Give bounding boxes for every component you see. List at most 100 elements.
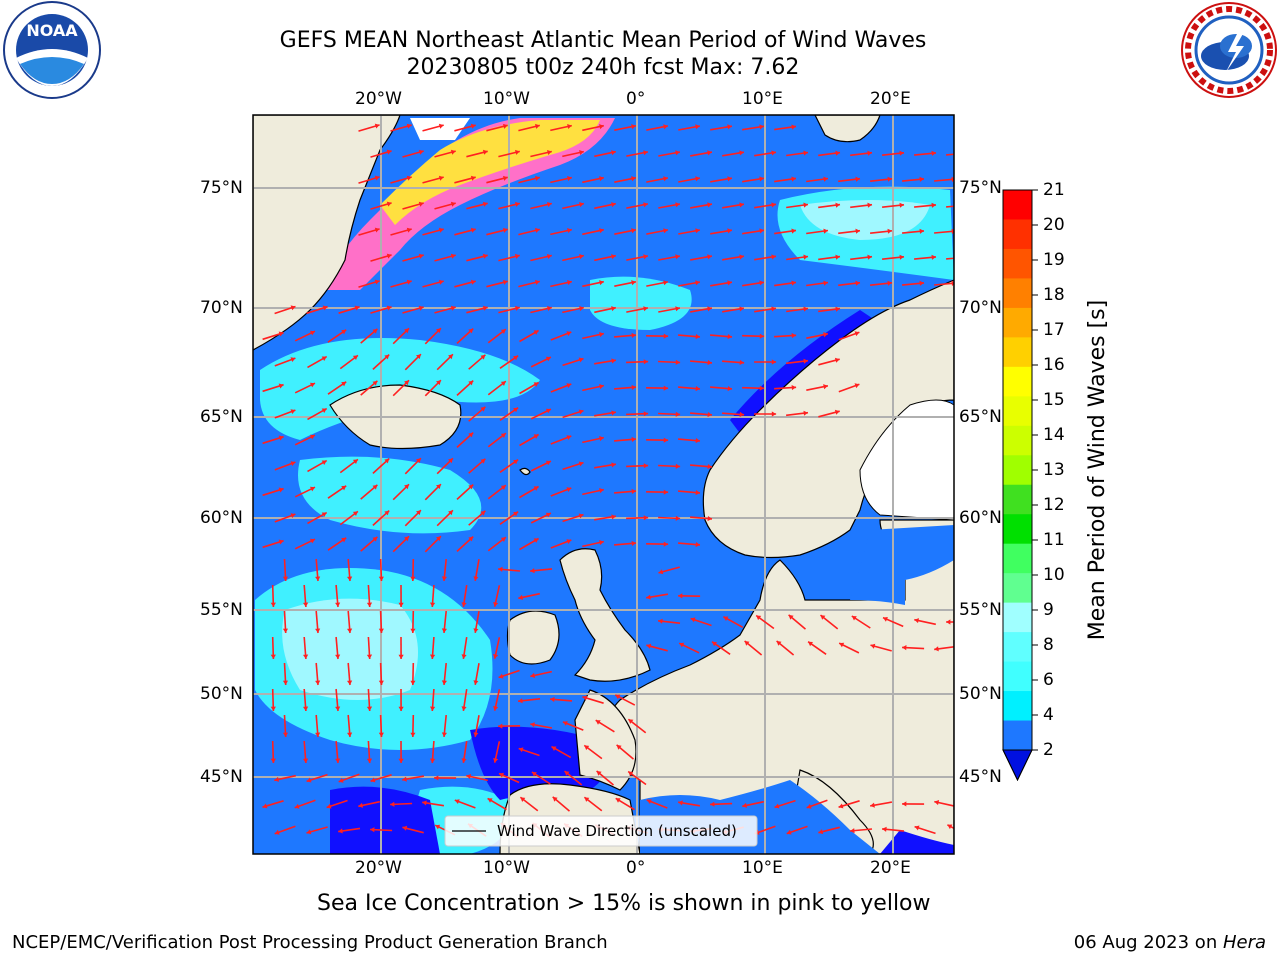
lat-tick-right-75n: 75°N (959, 178, 1002, 198)
lon-tick-bottom-20w: 20°W (355, 858, 402, 878)
colorbar-segment (1003, 632, 1032, 663)
wave-arrow-head (341, 485, 347, 491)
wave-arrow-head (306, 777, 312, 783)
wave-arrow-head (402, 825, 408, 831)
wave-arrow-head (611, 254, 616, 260)
wave-arrow-head (615, 798, 621, 803)
light-cyan-regions (282, 200, 930, 700)
wave-arrow-head (675, 254, 680, 260)
wave-arrow-head (498, 566, 503, 572)
wave-arrow-head (579, 202, 584, 208)
wave-arrow-head (658, 618, 663, 624)
wave-arrow-head (482, 201, 488, 207)
colorbar-tick-label: 10 (1043, 565, 1065, 585)
wave-arrow-head (867, 202, 872, 208)
wave-arrow-head (791, 124, 796, 130)
colorbar-tick-label: 2 (1043, 740, 1054, 760)
wave-arrow-head (461, 758, 467, 763)
wave-arrow-head (450, 201, 456, 207)
legend (444, 815, 758, 847)
wave-arrow-head (756, 615, 762, 621)
wave-arrow-head (384, 510, 390, 516)
wave-arrow-head (643, 359, 649, 365)
wave-arrow-head (646, 594, 651, 600)
wave-arrow-head (851, 616, 857, 621)
wave-arrow-head (278, 383, 284, 389)
wave-arrow-head (599, 124, 604, 130)
wave-arrow-head (774, 803, 780, 809)
wave-arrow-head (579, 254, 584, 260)
wave-arrow-head (919, 176, 924, 182)
wave-arrow-head (631, 540, 636, 546)
wave-arrow-head (611, 306, 616, 312)
sea-ice-caption: Sea Ice Concentration > 15% is shown in … (317, 891, 931, 916)
wave-arrow-head (964, 151, 968, 156)
colorbar-segment (1003, 691, 1032, 722)
wind-wave-arrows (262, 123, 968, 838)
land (253, 115, 954, 854)
wave-arrow-head (595, 720, 601, 725)
wave-arrow-head (321, 408, 327, 413)
wave-arrow-head (493, 654, 499, 659)
colorbar-tick-label: 12 (1043, 495, 1065, 515)
wave-arrow-head (404, 380, 409, 386)
wave-arrow-head (430, 654, 436, 659)
colorbar-tick-label: 21 (1043, 180, 1065, 200)
lat-tick-left-55n: 55°N (200, 600, 243, 620)
wave-arrow-head (776, 641, 782, 646)
wave-arrow-head (310, 538, 315, 544)
wave-arrow-head (870, 802, 875, 808)
wave-arrow-head (416, 458, 421, 464)
wave-arrow-head (406, 227, 412, 233)
wave-arrow-head (482, 305, 488, 311)
wave-arrow-head (631, 280, 636, 286)
wave-arrow-head (838, 803, 844, 809)
wave-arrow-head (695, 124, 700, 130)
wave-arrow-head (518, 747, 524, 753)
wave-arrow-head (338, 828, 343, 834)
wave-arrow-head (370, 777, 376, 783)
chart-subtitle: 20230805 t00z 240h fcst Max: 7.62 (406, 55, 800, 80)
wave-arrow-head (663, 228, 668, 234)
lat-tick-left-65n: 65°N (200, 407, 243, 427)
wave-arrow-head (315, 576, 321, 581)
wave-arrow-head (398, 602, 404, 607)
wave-arrow-head (270, 758, 276, 763)
wave-arrow-head (406, 279, 412, 285)
wave-arrow-head (611, 410, 616, 416)
lat-tick-right-60n: 60°N (959, 508, 1002, 528)
wave-arrow-head (914, 825, 920, 831)
lat-tick-right-55n: 55°N (959, 600, 1002, 620)
wave-arrow-head (919, 280, 924, 286)
wave-arrow-head (803, 254, 808, 260)
wave-arrow-head (378, 680, 384, 685)
wave-arrow-head (551, 746, 557, 751)
wave-arrow-head (466, 774, 472, 780)
wave-arrow-head (695, 438, 700, 444)
wave-arrow-head (727, 124, 732, 130)
footer-host: Hera (1222, 932, 1266, 953)
wave-arrow-head (461, 654, 467, 659)
wave-arrow-head (578, 409, 584, 415)
wave-arrow-head (498, 723, 503, 729)
wave-arrow-head (675, 359, 681, 365)
wave-arrow-head (727, 176, 732, 182)
wave-arrow-head (515, 149, 520, 155)
wave-arrow-head (739, 202, 744, 208)
colorbar-segment (1003, 278, 1032, 309)
colorbar (1002, 189, 1038, 782)
wave-arrow-head (450, 253, 456, 259)
colorbar-segment (1003, 219, 1032, 250)
wave-arrow-head (545, 460, 551, 466)
wave-arrow-head (631, 228, 636, 234)
footer-right: 06 Aug 2023 on Hera (1074, 932, 1266, 954)
wave-arrow-head (854, 331, 860, 337)
wave-arrow-head (282, 628, 288, 633)
wave-arrow-head (410, 732, 416, 737)
wave-arrow-head (567, 280, 572, 285)
wave-arrow-head (739, 150, 744, 156)
wave-arrow-head (646, 643, 652, 649)
wave-arrow-head (599, 384, 604, 390)
wave-arrow-head (290, 357, 296, 362)
